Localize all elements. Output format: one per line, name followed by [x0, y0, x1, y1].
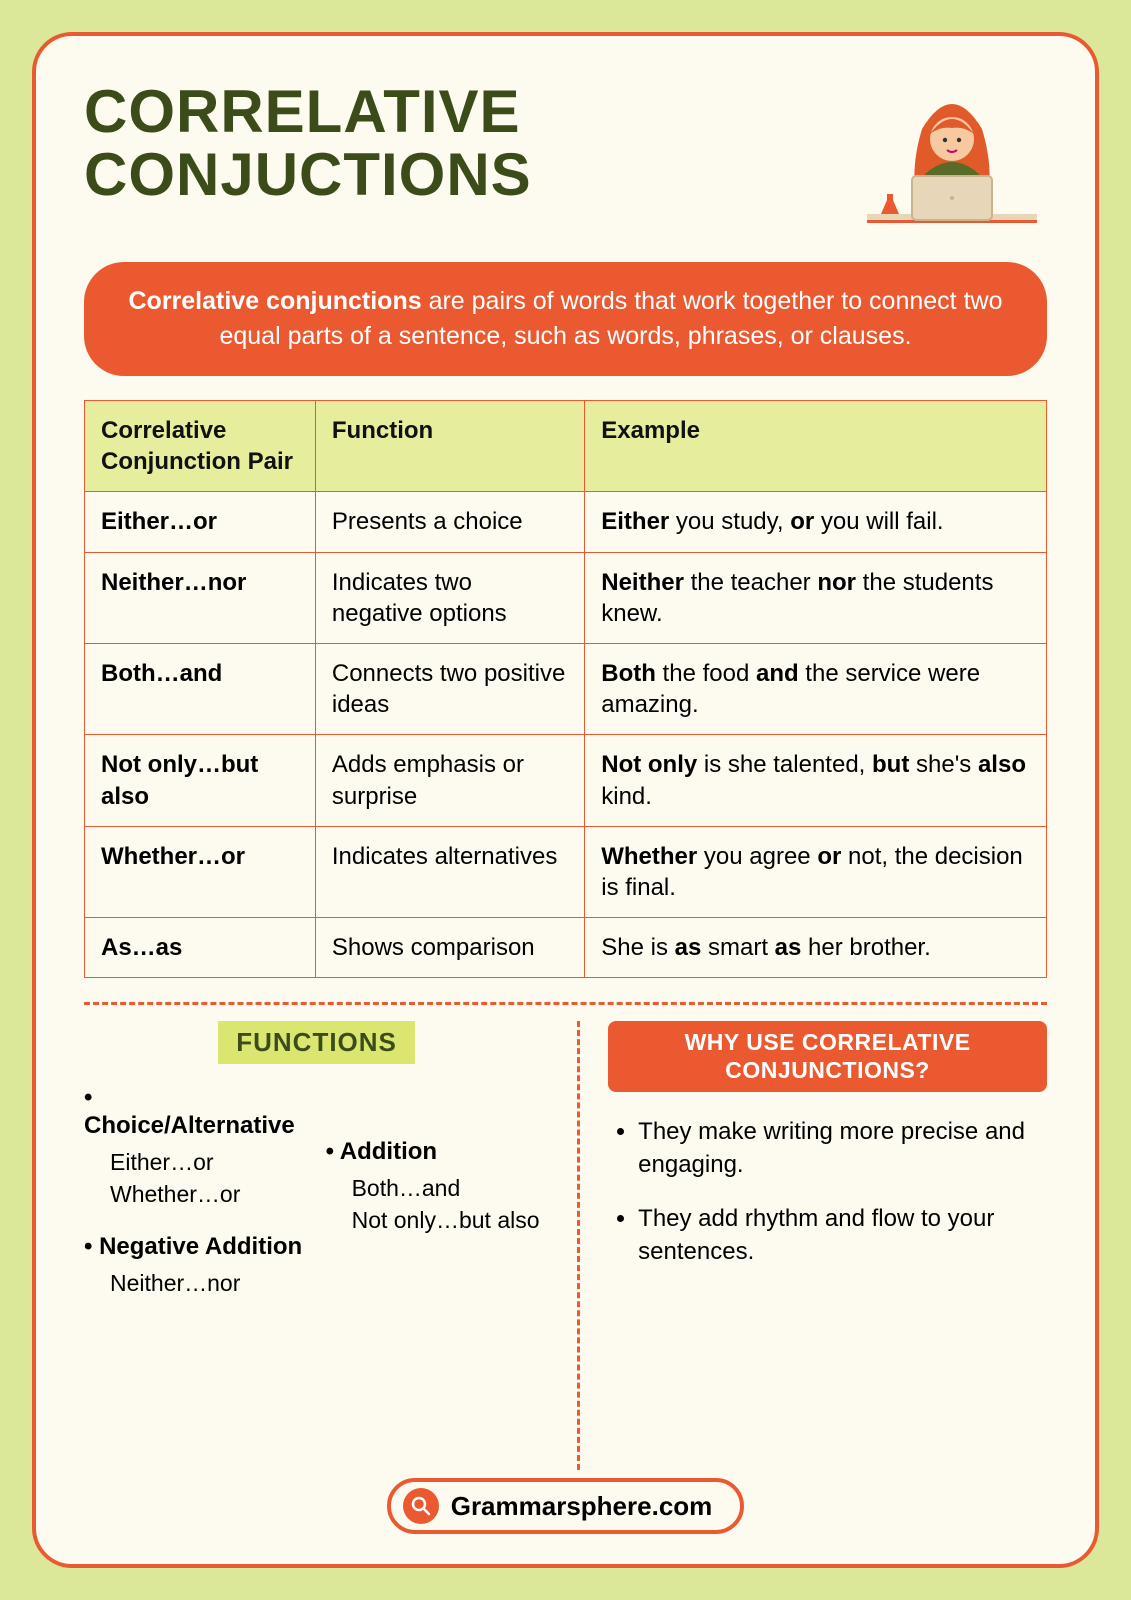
table-row: As…asShows comparisonShe is as smart as … — [85, 918, 1047, 978]
why-heading: WHY USE CORRELATIVE CONJUNCTIONS? — [608, 1021, 1047, 1092]
functions-right: Addition Both…andNot only…but also — [326, 1084, 550, 1321]
bottom-columns: FUNCTIONS Choice/Alternative Either…orWhe… — [84, 1021, 1047, 1470]
cell-example: She is as smart as her brother. — [585, 918, 1047, 978]
student-illustration — [857, 84, 1047, 234]
table-row: Either…orPresents a choiceEither you stu… — [85, 492, 1047, 552]
search-icon — [403, 1488, 439, 1524]
site-pill: Grammarsphere.com — [387, 1478, 745, 1534]
functions-grid: Choice/Alternative Either…orWhether…or Neg… — [84, 1084, 549, 1321]
title-line-2: CONJUCTIONS — [84, 141, 532, 208]
cell-function: Shows comparison — [315, 918, 584, 978]
function-head: Addition — [326, 1138, 550, 1166]
col-pair: Correlative Conjunction Pair — [85, 401, 316, 492]
cell-example: Either you study, or you will fail. — [585, 492, 1047, 552]
why-point: They make writing more precise and engag… — [638, 1116, 1047, 1181]
why-point: They add rhythm and flow to your sentenc… — [638, 1203, 1047, 1268]
table-body: Either…orPresents a choiceEither you stu… — [85, 492, 1047, 978]
cell-pair: Neither…nor — [85, 552, 316, 643]
function-sub: Either…or — [110, 1146, 308, 1178]
cell-pair: Both…and — [85, 643, 316, 734]
cell-pair: Not only…but also — [85, 735, 316, 826]
table-row: Neither…norIndicates two negative option… — [85, 552, 1047, 643]
title-line-1: CORRELATIVE — [84, 78, 521, 145]
function-sub: Both…and — [352, 1172, 550, 1204]
cell-example: Neither the teacher nor the students kne… — [585, 552, 1047, 643]
cell-function: Indicates alternatives — [315, 826, 584, 917]
cell-example: Both the food and the service were amazi… — [585, 643, 1047, 734]
function-item: Addition Both…andNot only…but also — [326, 1138, 550, 1236]
table-row: Not only…but alsoAdds emphasis or surpri… — [85, 735, 1047, 826]
col-example: Example — [585, 401, 1047, 492]
infographic-card: CORRELATIVE CONJUCTIONS Co — [32, 32, 1099, 1568]
cell-function: Adds emphasis or surprise — [315, 735, 584, 826]
definition-banner: Correlative conjunctions are pairs of wo… — [84, 262, 1047, 376]
cell-pair: Whether…or — [85, 826, 316, 917]
function-sub: Not only…but also — [352, 1204, 550, 1236]
cell-function: Indicates two negative options — [315, 552, 584, 643]
function-head: Choice/Alternative — [84, 1084, 308, 1140]
conjunctions-table: Correlative Conjunction Pair Function Ex… — [84, 400, 1047, 978]
function-head: Negative Addition — [84, 1233, 308, 1261]
cell-function: Presents a choice — [315, 492, 584, 552]
footer: Grammarsphere.com — [84, 1478, 1047, 1534]
cell-pair: Either…or — [85, 492, 316, 552]
functions-column: FUNCTIONS Choice/Alternative Either…orWhe… — [84, 1021, 553, 1470]
site-name: Grammarsphere.com — [451, 1491, 713, 1522]
cell-example: Not only is she talented, but she's also… — [585, 735, 1047, 826]
function-item: Negative Addition Neither…nor — [84, 1233, 308, 1299]
dashed-divider — [84, 1002, 1047, 1005]
why-column: WHY USE CORRELATIVE CONJUNCTIONS? They m… — [577, 1021, 1047, 1470]
table-row: Whether…orIndicates alternativesWhether … — [85, 826, 1047, 917]
functions-left: Choice/Alternative Either…orWhether…or Neg… — [84, 1084, 308, 1321]
functions-heading: FUNCTIONS — [218, 1021, 415, 1064]
function-item: Choice/Alternative Either…orWhether…or — [84, 1084, 308, 1210]
page-title: CORRELATIVE CONJUCTIONS — [84, 80, 532, 206]
col-function: Function — [315, 401, 584, 492]
function-sub: Whether…or — [110, 1178, 308, 1210]
table-row: Both…andConnects two positive ideasBoth … — [85, 643, 1047, 734]
cell-example: Whether you agree or not, the decision i… — [585, 826, 1047, 917]
header-row: CORRELATIVE CONJUCTIONS — [84, 80, 1047, 234]
function-sub: Neither…nor — [110, 1267, 308, 1299]
cell-pair: As…as — [85, 918, 316, 978]
why-list: They make writing more precise and engag… — [608, 1116, 1047, 1268]
cell-function: Connects two positive ideas — [315, 643, 584, 734]
